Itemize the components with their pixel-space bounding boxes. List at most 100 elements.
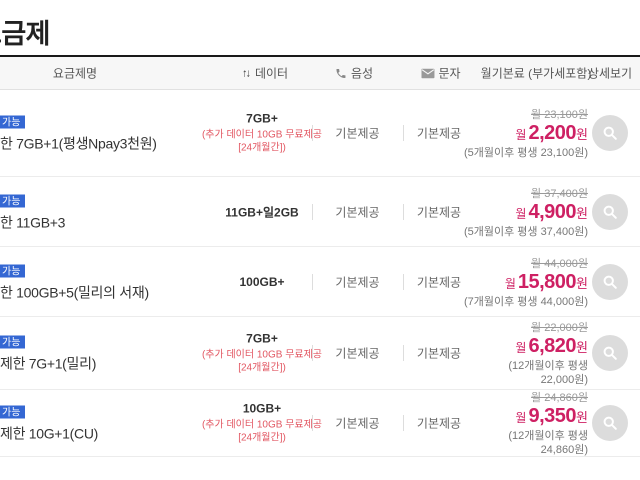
header-sms: 문자 [421,65,461,82]
magnifier-icon [603,126,617,140]
price-note: (5개월이후 평생 37,400원) [463,225,588,238]
voice-cell: 기본제공 [335,275,380,289]
table-row: 가능 제한 7G+1(밀리) 7GB+ (추가 데이터 10GB 무료제공 [2… [0,317,640,390]
sms-cell: 기본제공 [416,346,462,361]
column-divider [403,345,404,361]
plan-name: 한 7GB+1(평생Npay3천원) [0,135,157,152]
plan-name-cell: 가능 한 11GB+3 [0,191,232,232]
voice-cell: 기본제공 [335,126,380,141]
plan-name-cell: 가능 제한 10G+1(CU) [0,403,232,444]
discount-price: 월 6,820원 [515,335,588,357]
sms-cell: 기본제공 [416,275,462,289]
sms-cell: 기본제공 [416,416,462,431]
original-price: 월 44,000원 [531,257,588,270]
detail-cell [592,263,628,300]
mail-icon [421,68,435,78]
magnifier-icon [603,205,617,219]
original-price: 월 24,860원 [531,392,588,404]
price-note: (12개월이후 평생 22,000원) [508,360,588,386]
plan-name-cell: 가능 한 7GB+1(평생Npay3천원) [0,113,232,154]
data-promo-note: (추가 데이터 10GB 무료제공 [24개월간]) [201,419,323,444]
header-sms-label: 문자 [438,66,461,81]
column-divider [403,125,404,141]
discount-price: 월 9,350원 [515,405,588,427]
header-data[interactable]: ↑↓ 데이터 [242,65,288,82]
price-note: (12개월이후 평생 24,860원) [508,430,588,456]
plan-name-cell: 가능 한 100GB+5(밀리의 서재) [0,261,232,302]
column-divider [403,273,404,290]
header-voice: 음성 [335,65,373,82]
discount-price: 월 2,200원 [515,122,588,144]
detail-search-button[interactable] [592,115,628,151]
magnifier-icon [603,275,617,289]
data-cell: 11GB+일2GB [178,203,346,220]
data-amount: 100GB+ [239,274,285,289]
header-data-label: 데이터 [254,66,289,81]
page-title: 요금제 [0,19,51,49]
column-divider [403,415,404,431]
voice-cell: 기본제공 [335,205,380,219]
price-note: (7개월이후 평생 44,000원) [463,295,588,308]
original-price: 월 22,000원 [531,322,588,334]
table-row: 가능 제한 10G+1(CU) 10GB+ (추가 데이터 10GB 무료제공 … [0,390,640,457]
detail-search-button[interactable] [592,405,628,441]
plan-name: 제한 7G+1(밀리) [0,355,97,372]
availability-badge: 가능 [0,335,26,349]
column-divider [312,273,313,290]
header-price: 월기본료 (부가세포함) [480,66,592,81]
availability-badge: 가능 [0,405,26,419]
availability-badge: 가능 [0,264,26,277]
discount-price: 월 4,900원 [515,200,588,223]
header-plan-name: 요금제명 [52,66,98,81]
price-cell: 월 23,100원 월 2,200원 (5개월이후 평생 23,100원) [452,106,588,160]
header-detail: 상세보기 [587,66,633,81]
table-body: 가능 한 7GB+1(평생Npay3천원) 7GB+ (추가 데이터 10GB … [0,90,640,457]
discount-price: 월 15,800원 [504,270,588,293]
page-title-clip: 요금제 [0,12,220,50]
price-cell: 월 44,000원 월 15,800원 (7개월이후 평생 44,000원) [452,255,588,309]
price-cell: 월 37,400원 월 4,900원 (5개월이후 평생 37,400원) [452,185,588,239]
detail-search-button[interactable] [592,263,628,300]
detail-cell [592,335,628,371]
data-promo-note: (추가 데이터 10GB 무료제공 [24개월간]) [201,349,323,374]
detail-search-button[interactable] [592,193,628,230]
column-divider [312,415,313,431]
phone-icon [335,67,347,79]
plan-name: 제한 10G+1(CU) [0,425,99,442]
data-amount: 11GB+일2GB [225,205,299,219]
original-price: 월 37,400원 [531,187,588,200]
column-divider [403,203,404,220]
voice-cell: 기본제공 [335,346,380,361]
data-promo-note: (추가 데이터 10GB 무료제공 [24개월간]) [201,129,323,154]
table-row: 가능 한 11GB+3 11GB+일2GB 기본제공 기본제공 월 37,400… [0,177,640,247]
table-row: 가능 한 7GB+1(평생Npay3천원) 7GB+ (추가 데이터 10GB … [0,90,640,177]
detail-search-button[interactable] [592,335,628,371]
plan-name: 한 100GB+5(밀리의 서재) [0,284,149,300]
plan-name-cell: 가능 제한 7G+1(밀리) [0,333,232,374]
data-cell: 7GB+ (추가 데이터 10GB 무료제공 [24개월간]) [178,112,346,155]
data-amount: 10GB+ [242,401,282,416]
detail-cell [592,405,628,441]
sms-cell: 기본제공 [416,126,462,141]
column-divider [312,203,313,220]
magnifier-icon [603,416,617,430]
sort-icon[interactable]: ↑↓ [241,67,251,79]
table-row: 가능 한 100GB+5(밀리의 서재) 100GB+ 기본제공 기본제공 월 … [0,247,640,317]
detail-cell [592,193,628,230]
table-header: 요금제명 ↑↓ 데이터 음성 문자 월기본료 (부가세포함) 상세보기 [0,55,640,90]
data-amount: 7GB+ [246,331,278,346]
header-voice-label: 음성 [350,66,374,81]
availability-badge: 가능 [0,194,26,207]
plan-name: 한 11GB+3 [0,214,66,230]
data-cell: 7GB+ (추가 데이터 10GB 무료제공 [24개월간]) [178,332,346,375]
column-divider [312,345,313,361]
magnifier-icon [603,346,617,360]
price-cell: 월 22,000원 월 6,820원 (12개월이후 평생 22,000원) [452,319,588,387]
data-cell: 100GB+ [178,275,346,289]
column-divider [312,125,313,141]
data-amount: 7GB+ [246,111,278,126]
sms-cell: 기본제공 [416,205,462,219]
price-cell: 월 24,860원 월 9,350원 (12개월이후 평생 24,860원) [452,389,588,457]
voice-cell: 기본제공 [335,416,380,431]
